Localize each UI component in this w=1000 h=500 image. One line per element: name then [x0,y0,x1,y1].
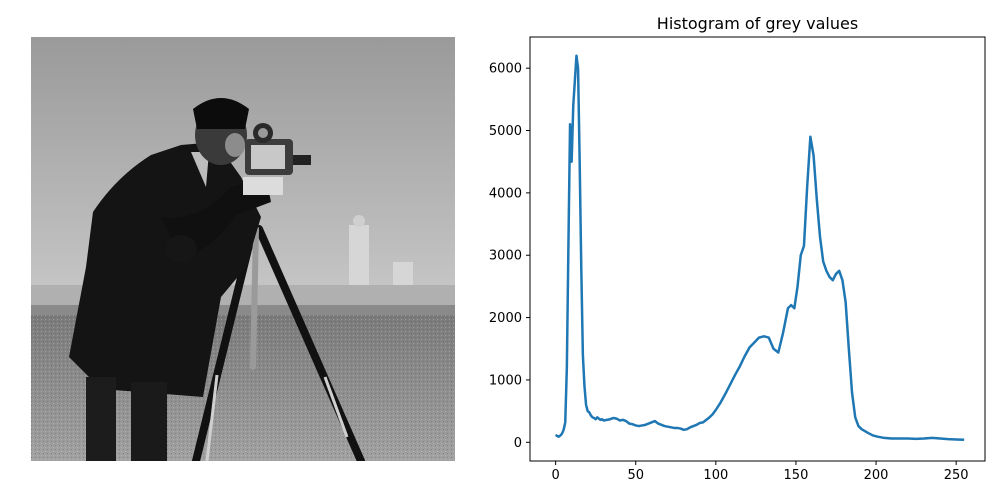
y-tick-label: 6000 [489,62,522,77]
x-tick-label: 250 [944,468,969,483]
y-tick-label: 0 [514,436,522,451]
y-tick-label: 5000 [489,124,522,139]
y-tick-label: 2000 [489,311,522,326]
x-tick-label: 200 [864,468,889,483]
y-tick-label: 3000 [489,249,522,264]
cameraman-image [31,37,455,461]
x-tick-label: 150 [784,468,809,483]
movie-camera [243,123,311,195]
x-tick-label: 50 [627,468,644,483]
y-axis-ticks: 0 1000 2000 3000 4000 5000 6000 [489,62,530,451]
chart-title: Histogram of grey values [657,14,858,33]
plot-frame [529,36,986,462]
y-tick-label: 4000 [489,186,522,201]
x-tick-label: 0 [551,468,559,483]
x-tick-label: 100 [703,468,728,483]
x-axis-ticks: 0 50 100 150 200 250 [551,461,969,483]
y-tick-label: 1000 [489,373,522,388]
histogram-line [554,54,965,442]
